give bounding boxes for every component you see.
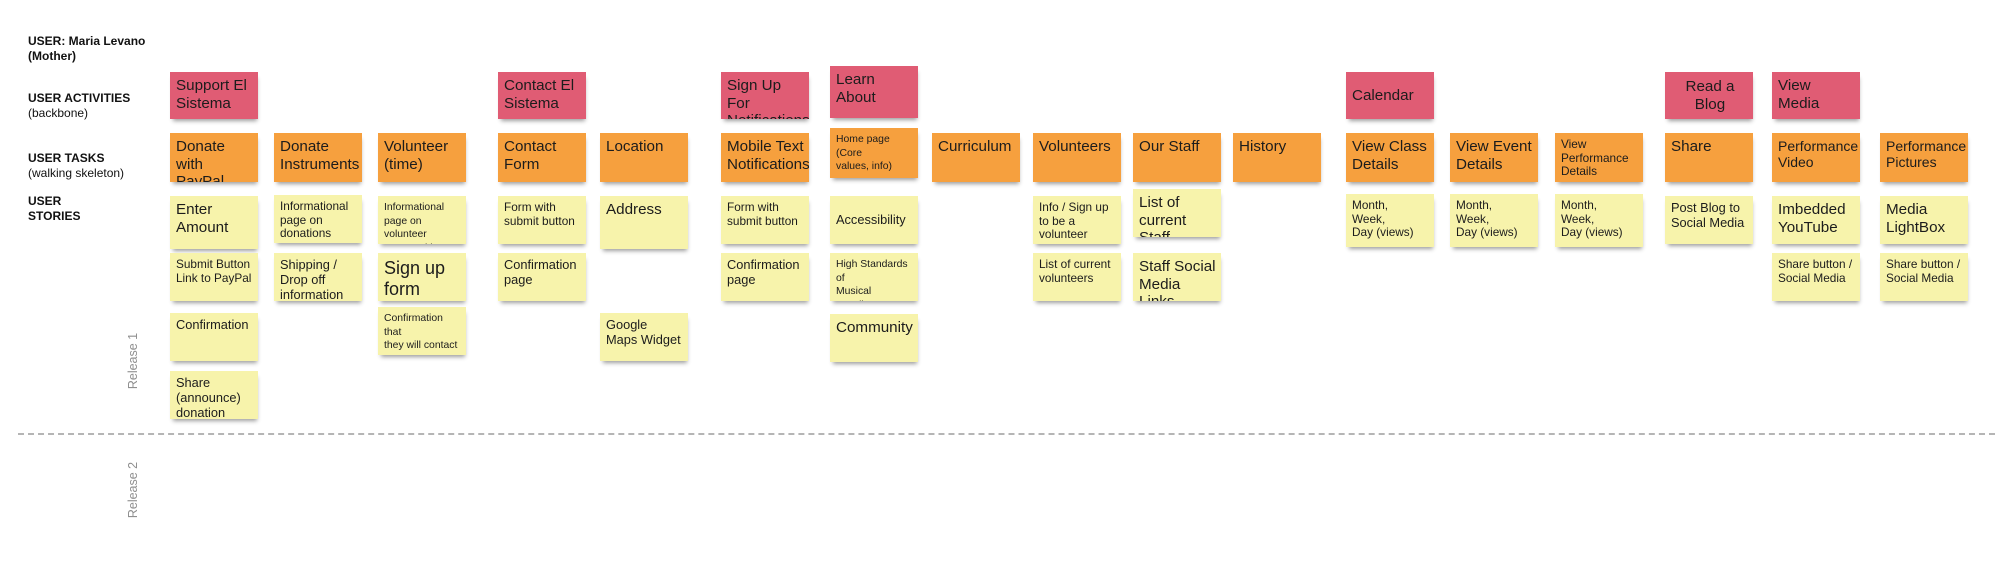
activities-row-title: USER ACTIVITIES: [28, 91, 131, 105]
activity-read-a-blog[interactable]: Read a Blog: [1665, 72, 1753, 119]
task-donate-with-paypal[interactable]: Donate with PayPal: [170, 133, 258, 182]
task-view-event-details[interactable]: View Event Details: [1450, 133, 1538, 182]
story-google-maps-widget[interactable]: Google Maps Widget: [600, 313, 688, 361]
task-mobile-text-notifications[interactable]: Mobile Text Notifications: [721, 133, 809, 182]
tasks-row-title: USER TASKS: [28, 151, 105, 165]
story-form-with-submit-button-contact[interactable]: Form with submit button: [498, 196, 586, 244]
task-our-staff[interactable]: Our Staff: [1133, 133, 1221, 182]
activity-view-media[interactable]: View Media: [1772, 72, 1860, 119]
activity-calendar[interactable]: Calendar: [1346, 72, 1434, 119]
task-volunteer-time[interactable]: Volunteer (time): [378, 133, 466, 182]
story-address[interactable]: Address: [600, 196, 688, 249]
story-list-of-current-volunteers[interactable]: List of current volunteers: [1033, 253, 1121, 301]
task-home-page-core-values[interactable]: Home page (Core values, info): [830, 128, 918, 178]
story-share-announce-donation[interactable]: Share (announce) donation: [170, 371, 258, 419]
story-submit-button-link-to-paypal[interactable]: Submit Button Link to PayPal: [170, 253, 258, 301]
story-month-week-day-views-performance[interactable]: Month, Week, Day (views): [1555, 194, 1643, 247]
story-form-with-submit-button-notifications[interactable]: Form with submit button: [721, 196, 809, 244]
story-list-of-current-staff[interactable]: List of current Staff: [1133, 189, 1221, 237]
story-confirmation[interactable]: Confirmation: [170, 313, 258, 361]
stories-row-label: USER STORIES: [28, 194, 81, 223]
task-view-class-details[interactable]: View Class Details: [1346, 133, 1434, 182]
story-confirmation-they-will-contact-you[interactable]: Confirmation that they will contact you: [378, 307, 466, 355]
tasks-row-subtitle: (walking skeleton): [28, 166, 125, 180]
activity-sign-up-for-notifications[interactable]: Sign Up For Notifications: [721, 72, 809, 119]
task-share[interactable]: Share: [1665, 133, 1753, 182]
activities-row-label: USER ACTIVITIES (backbone): [28, 76, 130, 136]
story-accessibility[interactable]: Accessibility: [830, 196, 918, 244]
story-informational-page-on-volunteer-opportunities[interactable]: Informational page on volunteer opportun…: [378, 196, 466, 244]
story-imbedded-youtube[interactable]: Imbedded YouTube: [1772, 196, 1860, 244]
task-location[interactable]: Location: [600, 133, 688, 182]
activity-contact-el-sistema[interactable]: Contact El Sistema: [498, 72, 586, 119]
story-shipping-drop-off-information[interactable]: Shipping / Drop off information: [274, 253, 362, 301]
story-sign-up-form[interactable]: Sign up form: [378, 253, 466, 301]
story-confirmation-page-contact[interactable]: Confirmation page: [498, 253, 586, 301]
task-performance-pictures[interactable]: Performance Pictures: [1880, 133, 1968, 182]
activity-learn-about[interactable]: Learn About: [830, 66, 918, 118]
story-informational-page-on-donations[interactable]: Informational page on donations: [274, 195, 362, 243]
story-share-button-social-media-video[interactable]: Share button / Social Media: [1772, 253, 1860, 301]
story-share-button-social-media-pictures[interactable]: Share button / Social Media: [1880, 253, 1968, 301]
tasks-row-label: USER TASKS (walking skeleton): [28, 136, 124, 196]
release-1-label: Release 1: [126, 332, 140, 390]
activity-support-el-sistema[interactable]: Support El Sistema: [170, 72, 258, 119]
story-community[interactable]: Community: [830, 314, 918, 362]
task-donate-instruments[interactable]: Donate Instruments: [274, 133, 362, 182]
task-curriculum[interactable]: Curriculum: [932, 133, 1020, 182]
story-enter-amount[interactable]: Enter Amount: [170, 196, 258, 249]
task-history[interactable]: History: [1233, 133, 1321, 182]
story-info-sign-up-to-be-a-volunteer[interactable]: Info / Sign up to be a volunteer: [1033, 196, 1121, 244]
release-divider-line: [18, 433, 1995, 435]
story-month-week-day-views-class[interactable]: Month, Week, Day (views): [1346, 194, 1434, 247]
activities-row-subtitle: (backbone): [28, 106, 89, 120]
story-confirmation-page-notifications[interactable]: Confirmation page: [721, 253, 809, 301]
user-label: USER: Maria Levano (Mother): [28, 34, 146, 63]
task-contact-form[interactable]: Contact Form: [498, 133, 586, 182]
story-month-week-day-views-event[interactable]: Month, Week, Day (views): [1450, 194, 1538, 247]
story-high-standards-of-musical-excellence[interactable]: High Standards of Musical Excellence: [830, 253, 918, 301]
release-2-label: Release 2: [126, 461, 140, 519]
story-media-lightbox[interactable]: Media LightBox: [1880, 196, 1968, 244]
task-performance-video[interactable]: Performance Video: [1772, 133, 1860, 182]
story-post-blog-to-social-media[interactable]: Post Blog to Social Media: [1665, 196, 1753, 244]
task-volunteers[interactable]: Volunteers: [1033, 133, 1121, 182]
story-staff-social-media-links[interactable]: Staff Social Media Links: [1133, 253, 1221, 301]
task-view-performance-details[interactable]: View Performance Details: [1555, 133, 1643, 182]
